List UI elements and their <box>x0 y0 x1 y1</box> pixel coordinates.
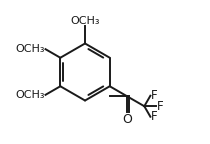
Text: OCH₃: OCH₃ <box>70 16 100 26</box>
Text: OCH₃: OCH₃ <box>15 90 45 100</box>
Text: O: O <box>122 113 132 126</box>
Text: F: F <box>157 100 164 113</box>
Text: F: F <box>151 89 158 102</box>
Text: OCH₃: OCH₃ <box>15 44 45 54</box>
Text: F: F <box>151 110 158 123</box>
